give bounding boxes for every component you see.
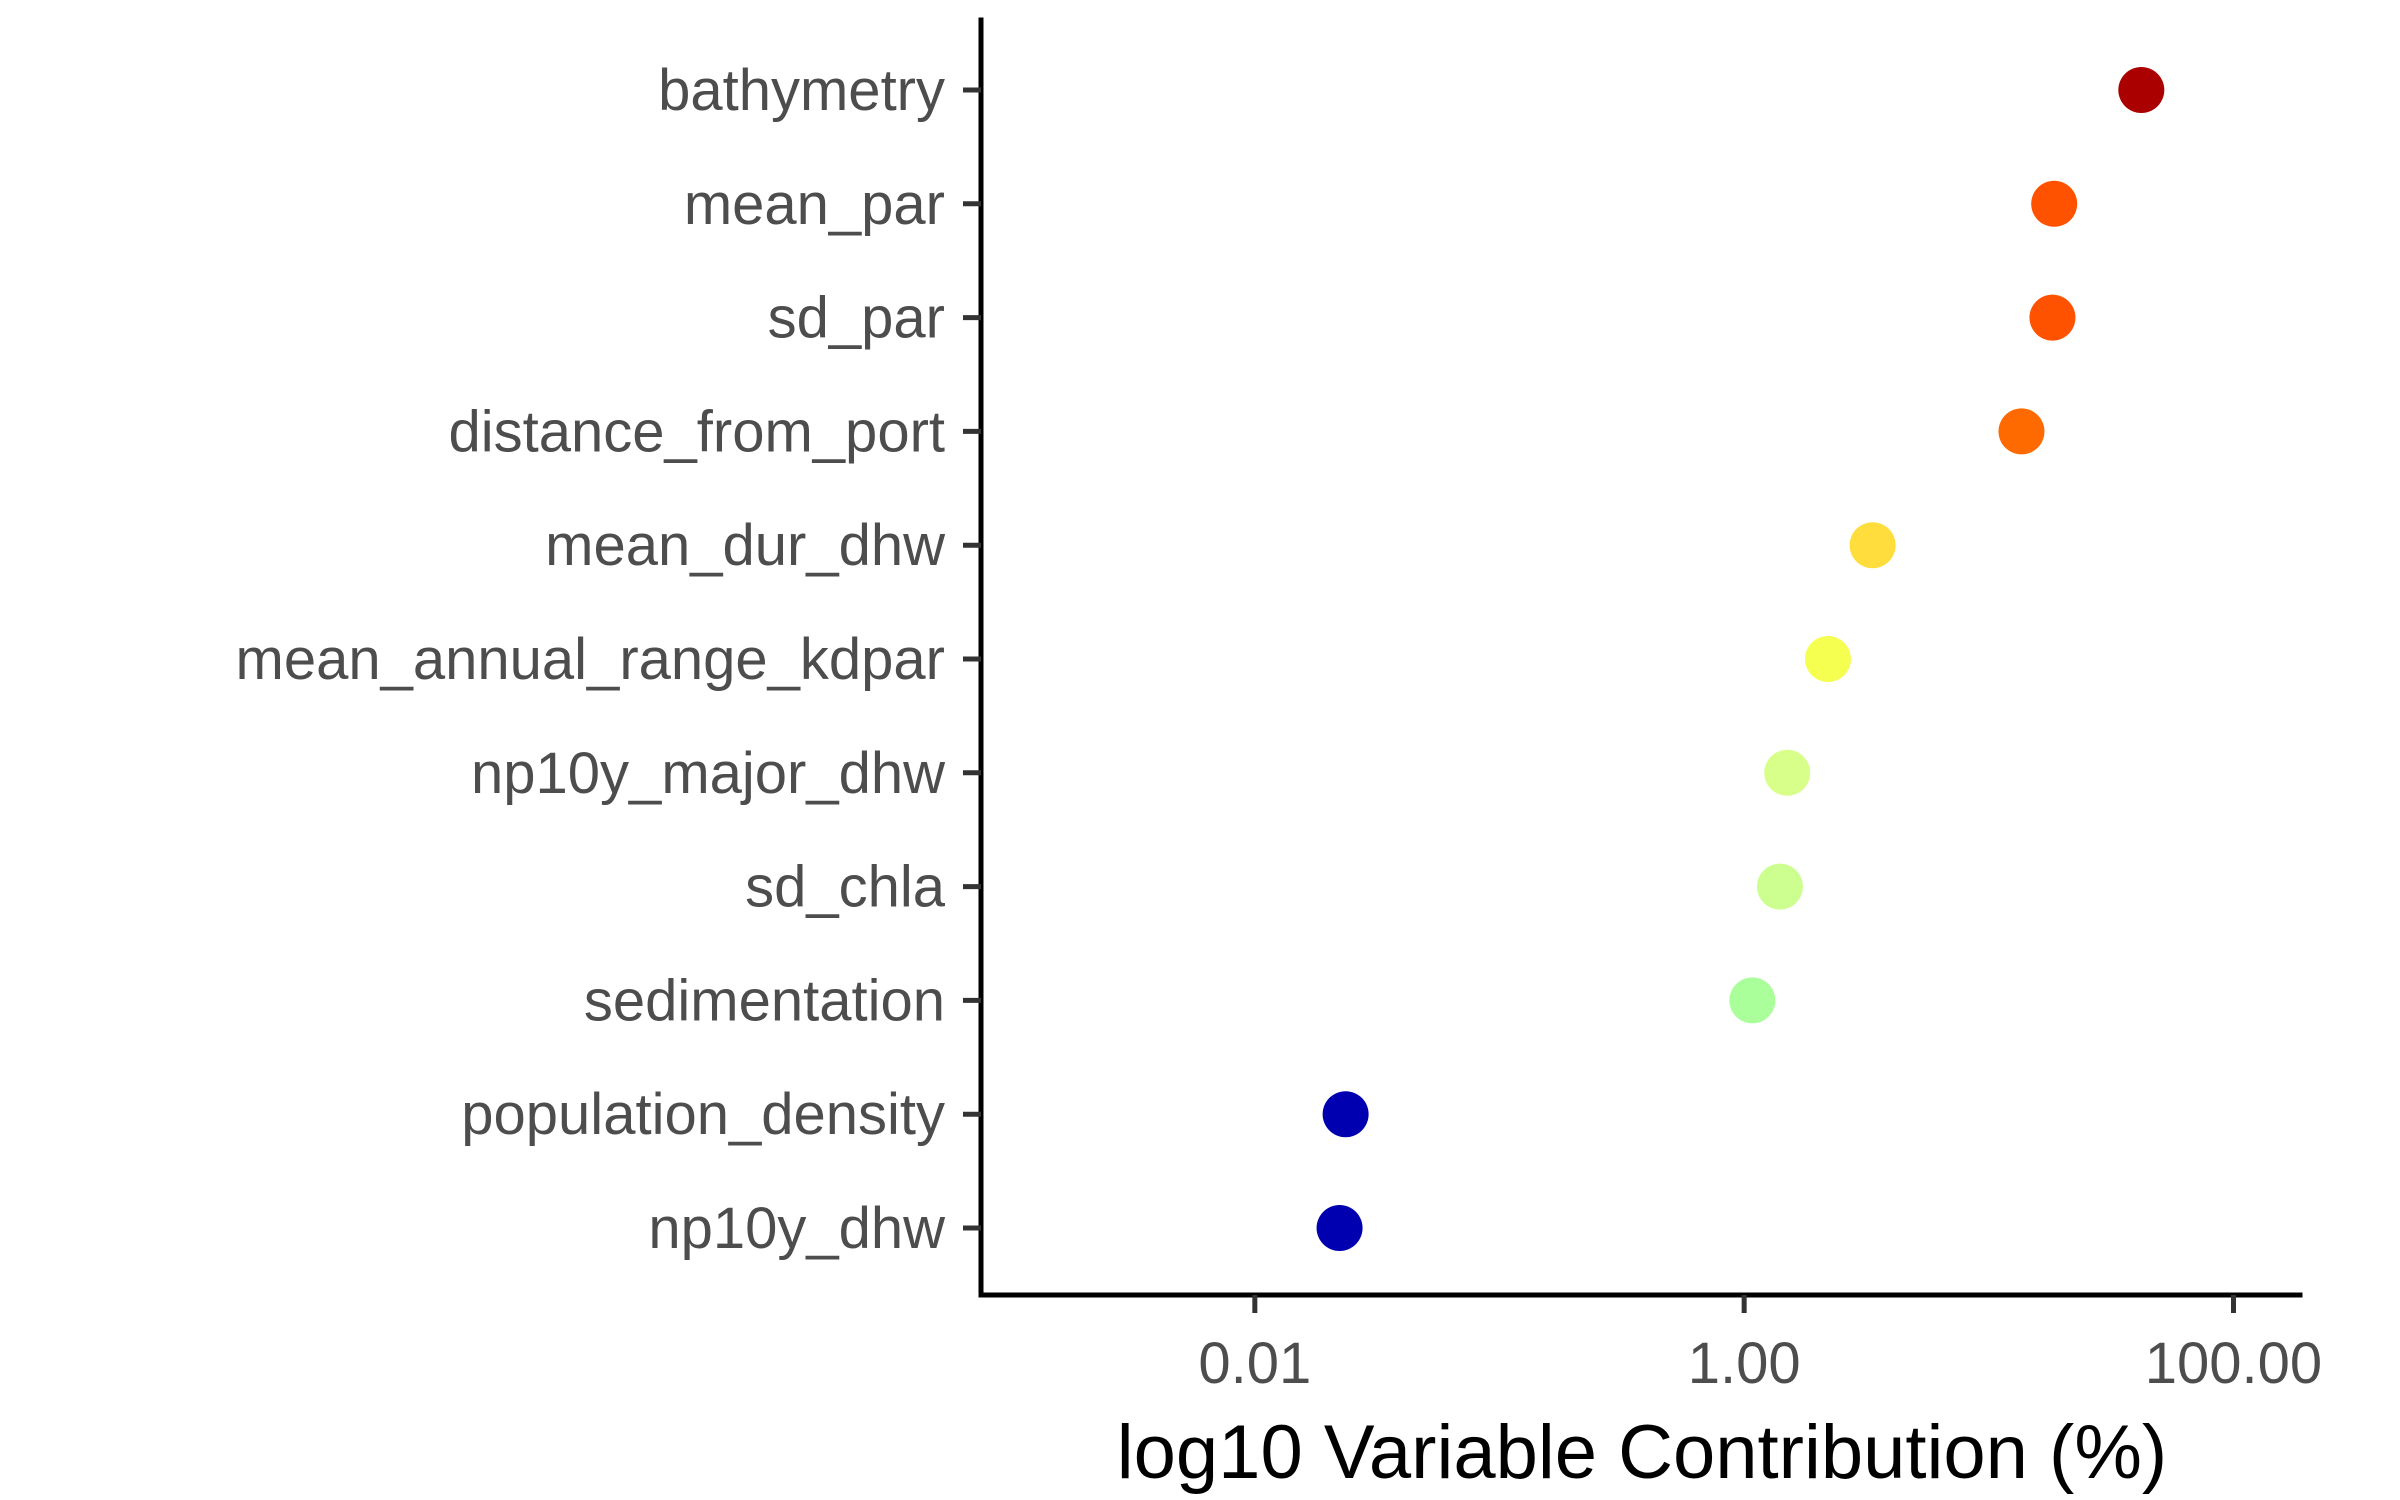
data-point — [1804, 636, 1851, 682]
y-tick-label: mean_dur_dhw — [545, 513, 946, 578]
y-tick-label: sd_chla — [745, 855, 946, 920]
y-tick-label: mean_par — [684, 172, 945, 237]
data-point — [1998, 408, 2045, 455]
data-point — [2031, 180, 2078, 227]
y-tick-label: population_density — [461, 1082, 945, 1147]
y-tick-label: distance_from_port — [449, 399, 945, 464]
x-axis-title: log10 Variable Contribution (%) — [1117, 1410, 2168, 1495]
data-point — [2029, 294, 2076, 341]
y-tick-label: np10y_major_dhw — [471, 741, 946, 806]
y-tick-label: mean_annual_range_kdpar — [236, 627, 945, 692]
y-tick-label: sd_par — [768, 286, 945, 351]
x-tick-label: 0.01 — [1198, 1331, 1311, 1396]
data-point — [1322, 1091, 1369, 1138]
data-point — [1764, 749, 1811, 796]
data-point — [1316, 1205, 1363, 1251]
y-tick-label: sedimentation — [584, 968, 945, 1033]
data-point — [2118, 67, 2165, 113]
y-tick-label: np10y_dhw — [648, 1196, 946, 1261]
data-point — [1849, 522, 1896, 569]
data-point — [1729, 977, 1776, 1024]
points-layer — [1316, 67, 2165, 1251]
x-tick-label: 1.00 — [1688, 1331, 1801, 1396]
x-axis: 0.01 1.00 100.00 — [978, 1292, 2322, 1396]
x-tick-label: 100.00 — [2145, 1331, 2322, 1396]
y-tick-label: bathymetry — [658, 58, 945, 123]
y-axis: bathymetry mean_par sd_par distance_from_po… — [236, 17, 984, 1298]
data-point — [1756, 863, 1803, 910]
